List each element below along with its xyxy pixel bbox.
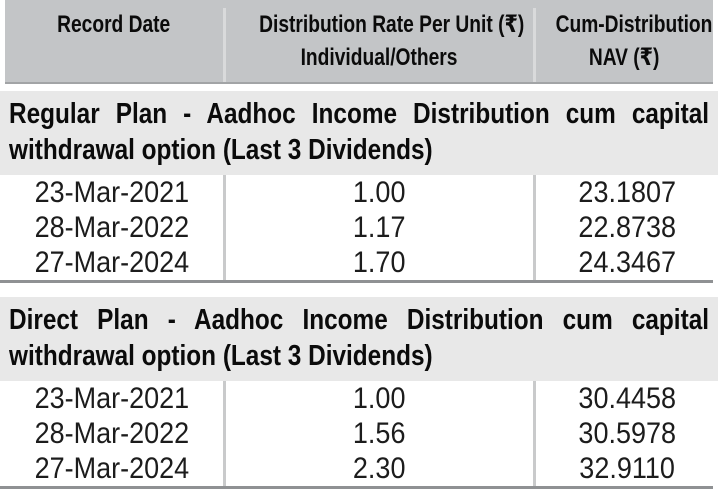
table-header-row: Record Date Distribution Rate Per Unit (… [5,0,713,84]
header-cum-distribution-nav: Cum-Distribution NAV (₹) [533,8,713,82]
record-date-value: 23-Mar-2021 [34,382,189,415]
header-distribution-rate-line2: Individual/Others [301,44,458,71]
nav-value: 30.4458 [578,382,676,415]
header-record-date-label: Record Date [57,11,171,38]
table-row: 28-Mar-2022 1.17 22.8738 [0,210,718,245]
table-row: 23-Mar-2021 1.00 30.4458 [0,381,718,416]
rate-cell: 1.17 [223,210,533,245]
direct-plan-data: 23-Mar-2021 1.00 30.4458 28-Mar-2022 1.5… [0,381,718,486]
table-row: 28-Mar-2022 1.56 30.5978 [0,416,718,451]
rate-value: 1.00 [353,382,406,415]
record-date-cell: 28-Mar-2022 [0,416,223,451]
nav-value: 22.8738 [578,211,676,244]
regular-plan-title-line2: withdrawal option (Last 3 Dividends) [9,134,433,166]
section-bottom-rule [0,280,713,283]
rate-value: 1.00 [353,176,406,209]
regular-plan-title-line1: Regular Plan - Aadhoc Income Distributio… [9,98,710,130]
record-date-value: 27-Mar-2024 [34,246,189,279]
header-cum-distribution-line2: NAV (₹) [589,44,660,71]
nav-value: 23.1807 [578,176,676,209]
direct-plan-title-line1: Direct Plan - Aadhoc Income Distribution… [9,304,710,336]
record-date-cell: 27-Mar-2024 [0,451,223,486]
nav-value: 30.5978 [578,417,676,450]
spacer [0,84,718,91]
section-title-direct-plan: Direct Plan - Aadhoc Income Distribution… [0,297,718,381]
rate-value: 1.17 [353,211,406,244]
direct-plan-title-line2: withdrawal option (Last 3 Dividends) [9,340,433,372]
nav-cell: 23.1807 [533,175,718,210]
record-date-value: 23-Mar-2021 [34,176,189,209]
record-date-value: 27-Mar-2024 [34,452,189,485]
table-row: 27-Mar-2024 1.70 24.3467 [0,245,718,280]
record-date-value: 28-Mar-2022 [34,211,189,244]
nav-cell: 30.5978 [533,416,718,451]
rate-value: 1.70 [353,246,406,279]
nav-value: 32.9110 [579,452,675,485]
nav-cell: 24.3467 [533,245,718,280]
nav-cell: 30.4458 [533,381,718,416]
spacer [0,283,718,297]
header-distribution-rate-line1: Distribution Rate Per Unit (₹) [259,11,525,38]
nav-cell: 32.9110 [533,451,718,486]
record-date-value: 28-Mar-2022 [34,417,189,450]
rate-cell: 1.00 [223,381,533,416]
nav-cell: 22.8738 [533,210,718,245]
rate-cell: 2.30 [223,451,533,486]
header-distribution-rate: Distribution Rate Per Unit (₹) Individua… [223,8,533,82]
table-row: 23-Mar-2021 1.00 23.1807 [0,175,718,210]
header-record-date: Record Date [5,8,223,82]
rate-cell: 1.00 [223,175,533,210]
record-date-cell: 23-Mar-2021 [0,175,223,210]
rate-value: 1.56 [353,417,406,450]
header-cum-distribution-line1: Cum-Distribution [555,11,713,38]
rate-cell: 1.56 [223,416,533,451]
section-bottom-rule [0,486,713,489]
record-date-cell: 28-Mar-2022 [0,210,223,245]
nav-value: 24.3467 [578,246,676,279]
section-title-regular-plan: Regular Plan - Aadhoc Income Distributio… [0,91,718,175]
rate-cell: 1.70 [223,245,533,280]
record-date-cell: 27-Mar-2024 [0,245,223,280]
regular-plan-data: 23-Mar-2021 1.00 23.1807 28-Mar-2022 1.1… [0,175,718,280]
table-row: 27-Mar-2024 2.30 32.9110 [0,451,718,486]
record-date-cell: 23-Mar-2021 [0,381,223,416]
rate-value: 2.30 [353,452,406,485]
